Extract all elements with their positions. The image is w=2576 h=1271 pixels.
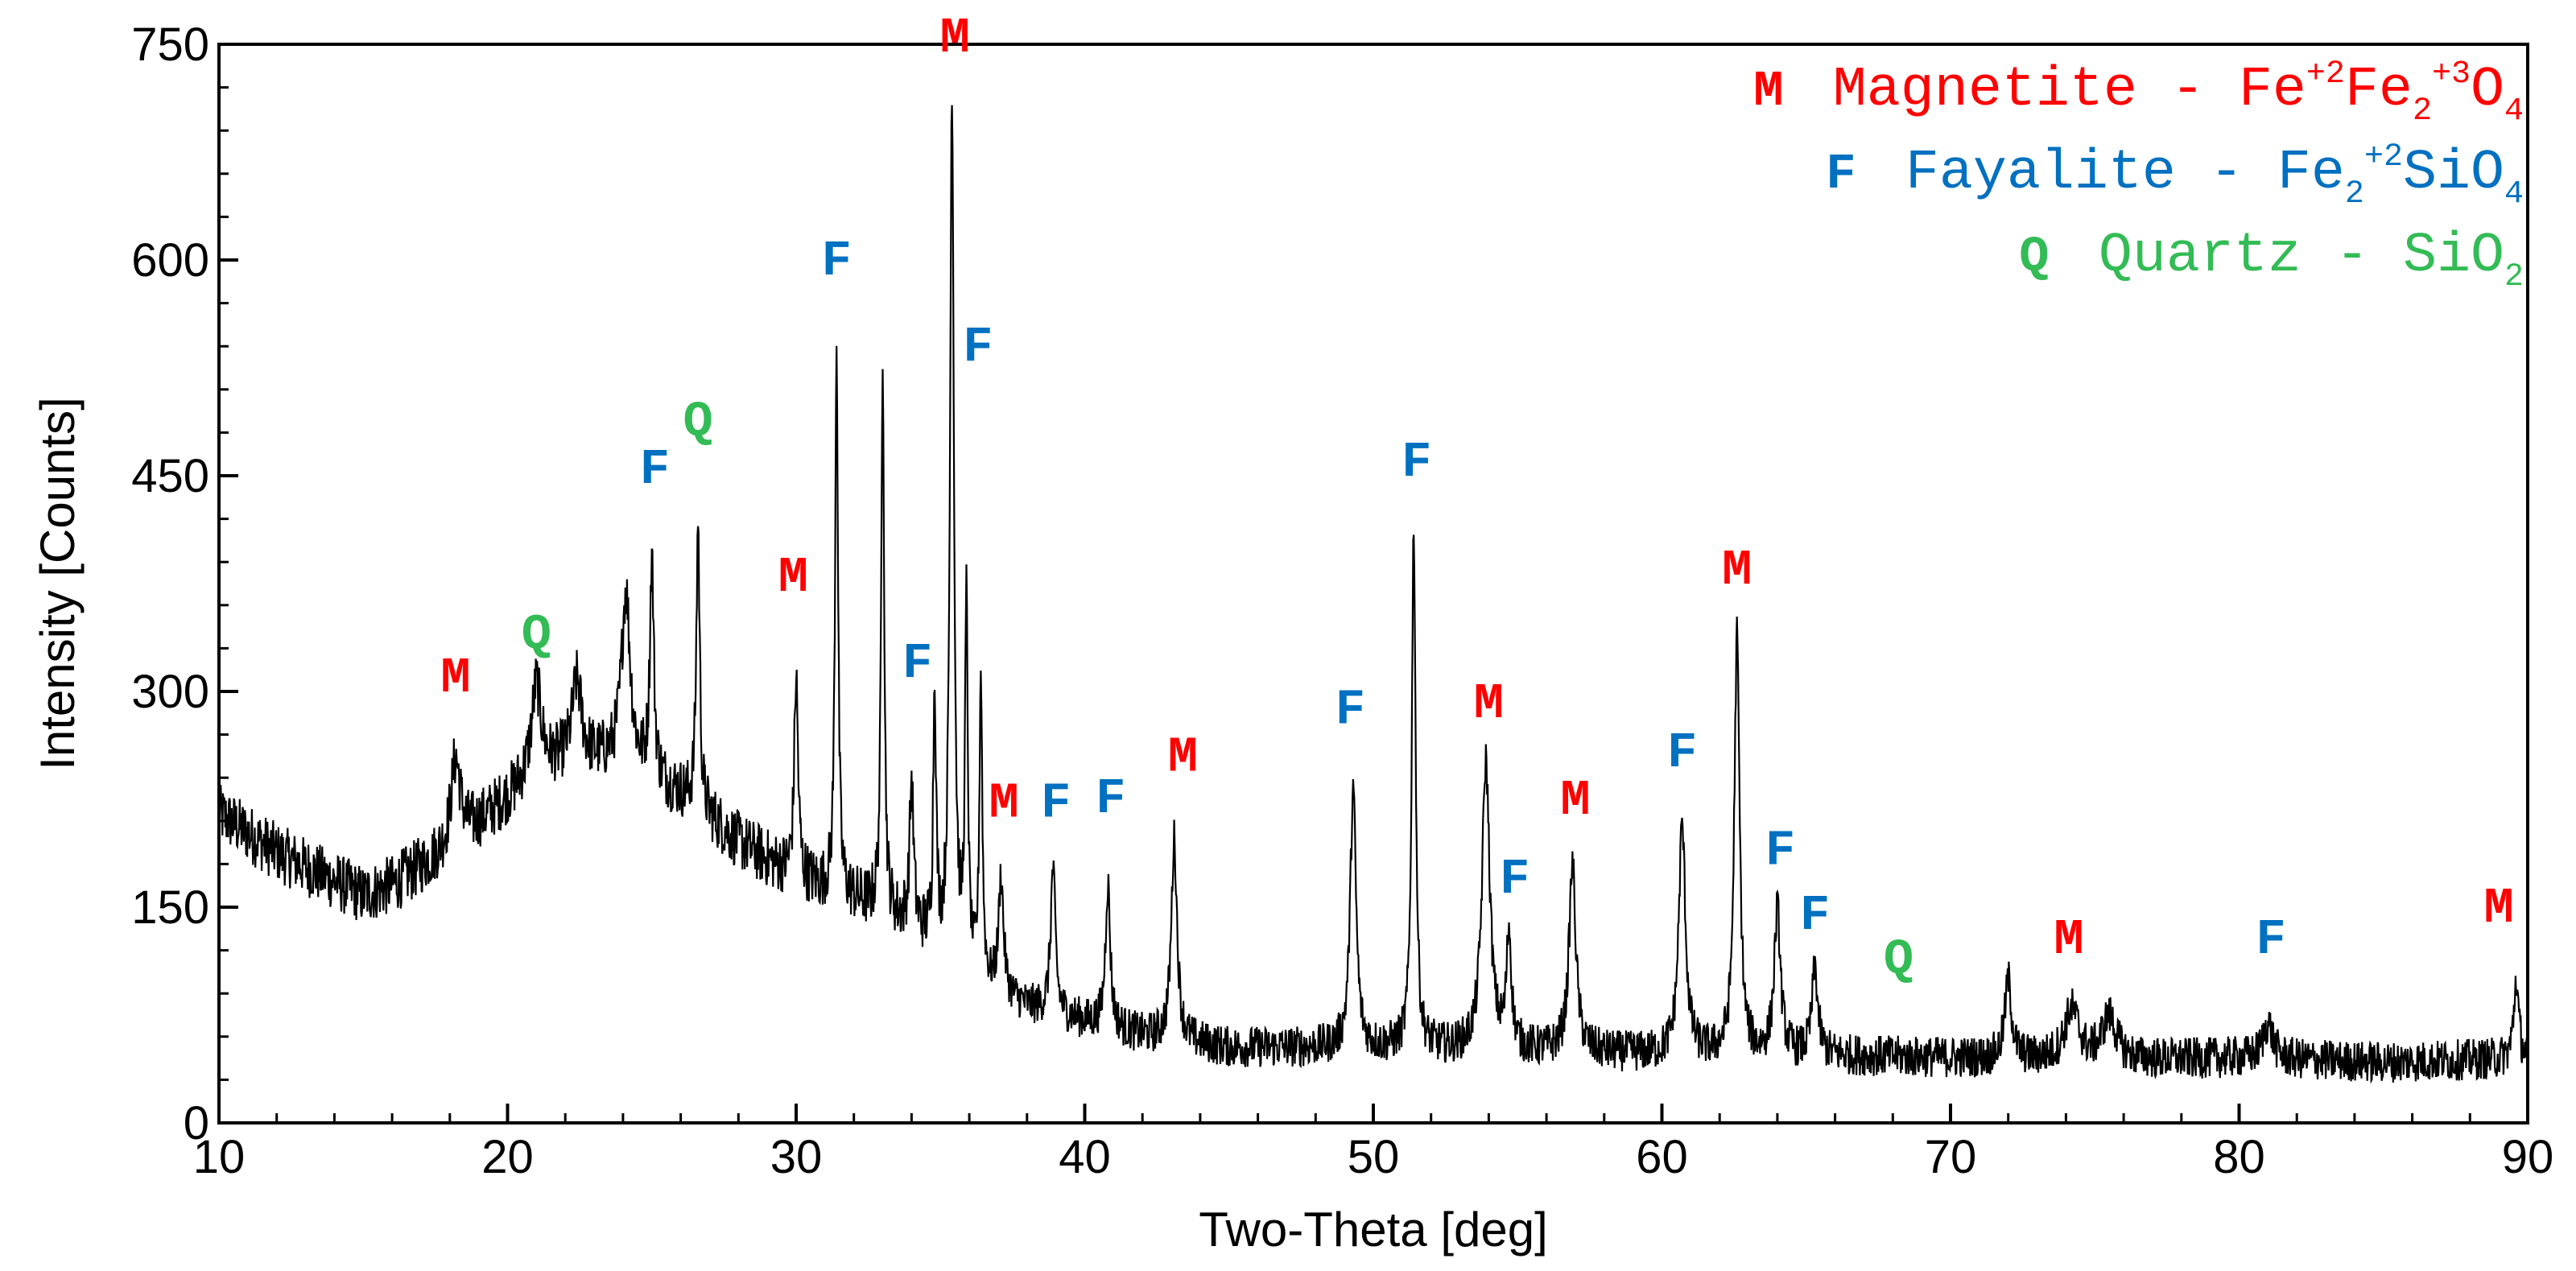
peak-label-F: F [2256, 911, 2285, 968]
peak-label-M: M [2054, 911, 2083, 968]
y-tick-label: 600 [131, 234, 209, 287]
peak-label-F: F [1800, 887, 1830, 944]
legend-name: Magnetite - Fe [1833, 59, 2306, 122]
x-tick-label: 40 [1059, 1131, 1111, 1183]
peak-label-M: M [1722, 542, 1752, 599]
formula-part: +2 [2364, 139, 2403, 175]
formula-part: SiO [2403, 142, 2504, 205]
legend-name: Quartz - SiO [2099, 225, 2504, 288]
plot-layer [217, 105, 2529, 1084]
formula-part: 4 [2504, 93, 2524, 130]
peak-label-F: F [902, 635, 932, 692]
peak-label-M: M [1560, 772, 1590, 829]
y-tick-label: 750 [131, 19, 209, 71]
peak-label-F: F [640, 441, 670, 498]
x-tick-label: 30 [770, 1131, 823, 1183]
x-tick-label: 70 [1925, 1131, 1977, 1183]
peak-label-M: M [778, 549, 808, 606]
y-axis-title: Intensity [Counts] [31, 397, 85, 770]
x-tick-label: 10 [193, 1131, 246, 1183]
peak-label-Q: Q [522, 606, 551, 663]
x-tick-label: 20 [481, 1131, 534, 1183]
peak-label-F: F [822, 233, 852, 290]
y-tick-label: 0 [184, 1097, 209, 1149]
legend-marker-Q: Q [2019, 229, 2049, 286]
x-tick-label: 60 [1636, 1131, 1688, 1183]
peak-label-Q: Q [683, 394, 713, 451]
formula-part: 2 [2504, 259, 2524, 295]
peak-label-M: M [989, 774, 1019, 832]
peak-label-Q: Q [1884, 931, 1913, 988]
formula-part: +2 [2306, 56, 2345, 93]
legend-marker-M: M [1753, 63, 1783, 120]
peak-label-F: F [1335, 681, 1365, 738]
legend-entry-Q: Quartz - SiO2 [2099, 225, 2524, 295]
peak-label-M: M [1168, 728, 1198, 786]
y-tick-label: 150 [131, 881, 209, 934]
peak-label-F: F [1041, 774, 1071, 832]
peak-label-F: F [1765, 822, 1795, 879]
peak-label-F: F [963, 319, 993, 376]
peak-label-M: M [2484, 880, 2514, 937]
x-tick-label: 80 [2213, 1131, 2265, 1183]
legend-entry-M: Magnetite - Fe+2Fe2+3O4 [1833, 56, 2524, 130]
formula-part: +3 [2432, 56, 2471, 93]
formula-part: 2 [2345, 176, 2364, 213]
legend-entry-F: Fayalite - Fe2+2SiO4 [1905, 139, 2524, 213]
peak-label-F: F [1500, 851, 1530, 908]
x-tick-label: 50 [1348, 1131, 1400, 1183]
formula-part: 4 [2504, 176, 2524, 213]
y-tick-label: 450 [131, 450, 209, 502]
peak-label-F: F [1402, 434, 1431, 491]
axes-layer: 10 20 30 40 50 60 70 80 90 0 150 300 450 600 750 [131, 19, 2553, 1183]
peak-label-M: M [940, 10, 970, 67]
legend-marker-F: F [1826, 146, 1856, 203]
legend-name: Fayalite - Fe [1905, 142, 2345, 205]
x-tick-label: 90 [2502, 1131, 2554, 1183]
peak-label-F: F [1667, 724, 1697, 782]
formula-part: O [2471, 59, 2504, 122]
x-axis-title: Two-Theta [deg] [1199, 1203, 1548, 1257]
formula-part: Fe [2345, 59, 2413, 122]
y-tick-label: 300 [131, 666, 209, 718]
peak-label-M: M [440, 650, 470, 707]
peak-label-M: M [1474, 675, 1504, 732]
peak-label-F: F [1096, 770, 1125, 827]
formula-part: 2 [2413, 93, 2432, 130]
pattern-line [217, 105, 2529, 1084]
